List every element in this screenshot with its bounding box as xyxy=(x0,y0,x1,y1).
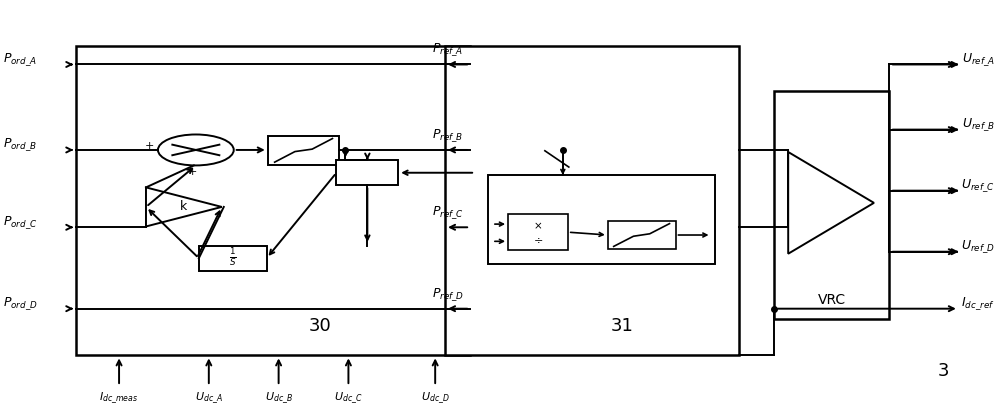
Text: 3: 3 xyxy=(938,362,950,380)
Bar xyxy=(608,221,676,249)
Text: $P_{ref\_C}$: $P_{ref\_C}$ xyxy=(432,204,464,221)
Text: $\div$: $\div$ xyxy=(533,235,543,245)
Text: $\frac{1}{S}$: $\frac{1}{S}$ xyxy=(229,247,237,268)
Bar xyxy=(76,46,470,356)
Text: +: + xyxy=(145,141,154,151)
Text: $I_{dc\_ref}$: $I_{dc\_ref}$ xyxy=(961,296,995,312)
Bar xyxy=(508,214,568,250)
Text: $U_{dc\_D}$: $U_{dc\_D}$ xyxy=(421,390,450,406)
Text: $P_{ord\_C}$: $P_{ord\_C}$ xyxy=(3,214,38,231)
Bar xyxy=(445,46,739,356)
Text: +: + xyxy=(188,167,198,177)
Text: $U_{ref\_D}$: $U_{ref\_D}$ xyxy=(961,238,995,255)
Bar xyxy=(199,246,267,271)
Text: $P_{ref\_D}$: $P_{ref\_D}$ xyxy=(432,286,464,302)
Bar xyxy=(774,91,889,319)
Text: $\times$: $\times$ xyxy=(533,221,543,231)
Text: 30: 30 xyxy=(309,317,332,335)
Text: VRC: VRC xyxy=(818,293,846,307)
Text: $U_{dc\_C}$: $U_{dc\_C}$ xyxy=(334,390,363,406)
Text: $U_{ref\_C}$: $U_{ref\_C}$ xyxy=(961,178,995,194)
Circle shape xyxy=(158,134,234,165)
Text: $U_{ref\_A}$: $U_{ref\_A}$ xyxy=(962,51,995,68)
Text: $P_{ref\_B}$: $P_{ref\_B}$ xyxy=(432,127,463,144)
Text: $I_{dc\_meas}$: $I_{dc\_meas}$ xyxy=(99,390,139,406)
Text: $P_{ord\_B}$: $P_{ord\_B}$ xyxy=(3,137,37,153)
Text: $U_{dc\_B}$: $U_{dc\_B}$ xyxy=(265,390,293,406)
Text: $P_{ord\_A}$: $P_{ord\_A}$ xyxy=(3,51,37,68)
Text: $P_{ord\_D}$: $P_{ord\_D}$ xyxy=(3,296,38,312)
Polygon shape xyxy=(788,152,874,254)
Text: k: k xyxy=(180,201,188,213)
Bar xyxy=(488,175,715,264)
Bar xyxy=(336,160,398,185)
Bar xyxy=(268,136,339,165)
Text: $U_{ref\_B}$: $U_{ref\_B}$ xyxy=(962,116,995,133)
Text: $U_{dc\_A}$: $U_{dc\_A}$ xyxy=(195,390,223,406)
Polygon shape xyxy=(146,187,222,226)
Text: 31: 31 xyxy=(610,317,633,335)
Text: $P_{ref\_A}$: $P_{ref\_A}$ xyxy=(432,42,463,58)
